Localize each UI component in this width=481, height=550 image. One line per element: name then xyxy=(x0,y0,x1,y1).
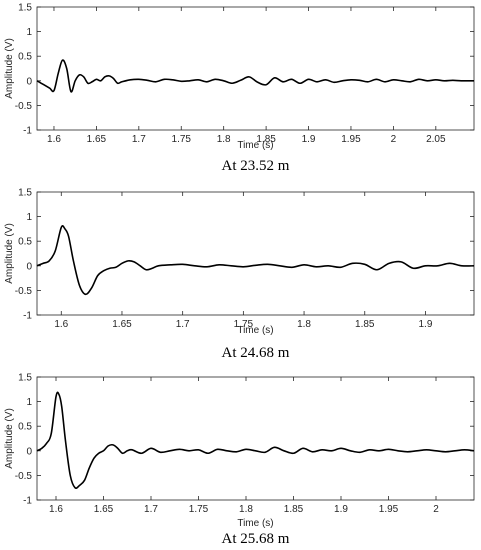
x-tick-label: 1.95 xyxy=(341,134,361,145)
x-tick-label: 1.65 xyxy=(94,504,114,515)
plot-frame xyxy=(36,376,475,501)
x-tick-label: 1.7 xyxy=(132,134,146,145)
x-tick-label: 1.85 xyxy=(355,319,375,330)
y-tick-label: 0.5 xyxy=(18,237,32,248)
x-tick-label: 1.75 xyxy=(189,504,209,515)
x-tick-label: 1.75 xyxy=(172,134,192,145)
y-tick-label: 1.5 xyxy=(18,373,32,384)
y-tick-label: 1.5 xyxy=(18,188,32,199)
x-tick-label: 1.7 xyxy=(144,504,158,515)
chart-panel-3: -1 -0.5 0 0.5 1 1.5 1.6 1.65 1.7 1.75 1.8 1.85 1.9 1.… xyxy=(4,373,475,547)
series-line xyxy=(36,225,475,296)
x-tick-label: 1.65 xyxy=(87,134,107,145)
y-tick-label: 0 xyxy=(26,446,32,457)
y-tick-label: -1 xyxy=(23,311,32,322)
y-tick-label: 0.5 xyxy=(18,422,32,433)
chart-panel-1: -1 -0.5 0 0.5 1 1.5 1.6 1.65 1.7 1.75 1.8 1.85 1.9 1.… xyxy=(4,3,475,174)
x-tick-label: 2 xyxy=(433,504,439,515)
x-tick-label: 1.9 xyxy=(302,134,316,145)
y-axis-title: Amplitude (V) xyxy=(4,38,15,99)
y-tick-label: 1 xyxy=(26,397,32,408)
plot-frame xyxy=(36,6,475,131)
chart-panel-2: -1 -0.5 0 0.5 1 1.5 1.6 1.65 1.7 1.75 1.8 1.85 1.9 Ti… xyxy=(4,188,475,361)
y-tick-label: 0 xyxy=(26,76,32,87)
y-tick-label: -1 xyxy=(23,496,32,507)
series-line xyxy=(36,59,475,93)
y-tick-label: 1.5 xyxy=(18,3,32,14)
y-tick-label: -0.5 xyxy=(15,286,33,297)
x-tick-label: 1.9 xyxy=(334,504,348,515)
panel-caption: At 23.52 m xyxy=(222,158,290,174)
x-tick-label: 1.95 xyxy=(379,504,399,515)
y-tick-label: 0.5 xyxy=(18,52,32,63)
x-tick-label: 1.8 xyxy=(217,134,231,145)
x-tick-label: 1.85 xyxy=(256,134,276,145)
y-tick-label: 1 xyxy=(26,212,32,223)
y-tick-label: 0 xyxy=(26,261,32,272)
x-tick-label: 1.7 xyxy=(176,319,190,330)
x-tick-label: 1.85 xyxy=(284,504,304,515)
y-axis-title: Amplitude (V) xyxy=(4,408,15,469)
x-tick-label: 1.6 xyxy=(49,504,63,515)
x-axis-title: Time (s) xyxy=(237,518,273,529)
series-line xyxy=(36,391,475,489)
plot-frame xyxy=(36,191,475,316)
x-tick-label: 1.6 xyxy=(47,134,61,145)
x-tick-label: 1.9 xyxy=(418,319,432,330)
y-axis-title: Amplitude (V) xyxy=(4,223,15,284)
x-tick-label: 1.65 xyxy=(112,319,132,330)
panel-caption: At 25.68 m xyxy=(222,531,290,547)
x-axis-title: Time (s) xyxy=(237,140,273,151)
y-tick-label: 1 xyxy=(26,27,32,38)
y-tick-label: -1 xyxy=(23,126,32,137)
y-tick-label: -0.5 xyxy=(15,101,33,112)
x-tick-label: 1.6 xyxy=(54,319,68,330)
x-axis-title: Time (s) xyxy=(237,325,273,336)
x-tick-label: 1.8 xyxy=(239,504,253,515)
x-tick-label: 2 xyxy=(391,134,397,145)
y-tick-label: -0.5 xyxy=(15,471,33,482)
x-tick-label: 2.05 xyxy=(426,134,446,145)
x-tick-label: 1.75 xyxy=(234,319,254,330)
x-tick-label: 1.8 xyxy=(297,319,311,330)
panel-caption: At 24.68 m xyxy=(222,345,290,361)
